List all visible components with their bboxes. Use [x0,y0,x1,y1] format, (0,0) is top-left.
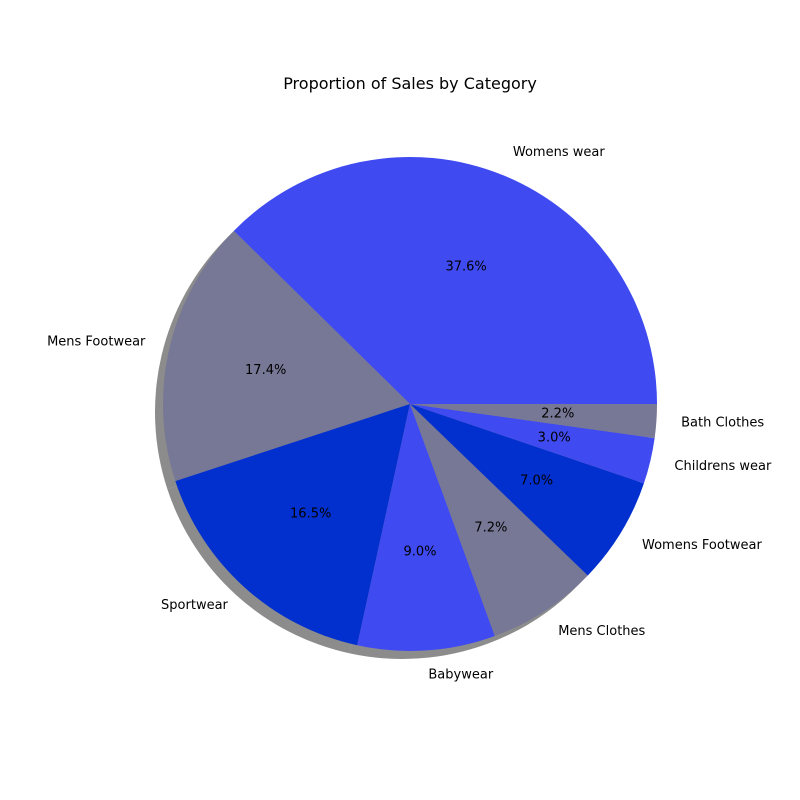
pie-percent-label-mens-footwear: 17.4% [245,363,286,378]
pie-category-label-bath-clothes: Bath Clothes [681,415,764,430]
pie-percent-label-womens-footwear: 7.0% [520,474,553,489]
pie-category-label-babywear: Babywear [428,668,493,683]
pie-category-label-childrens-wear: Childrens wear [674,459,772,474]
pie-slice-babywear [357,404,495,651]
pie-slice-mens-footwear [162,230,410,482]
pie-slice-womens-wear [233,156,657,404]
pie-percent-label-babywear: 9.0% [403,544,436,559]
pie-percent-label-mens-clothes: 7.2% [474,521,507,536]
pie-percent-label-bath-clothes: 2.2% [541,407,574,422]
pie-percent-label-sportwear: 16.5% [290,507,331,522]
pie-category-label-mens-clothes: Mens Clothes [558,624,645,639]
pie-label-layer: 37.6% Womens wear 17.4% Mens Footwear 16.5% S… [47,145,772,683]
pie-category-label-womens-footwear: Womens Footwear [642,538,762,553]
pie-slice-mens-clothes [410,404,588,636]
pie-category-label-mens-footwear: Mens Footwear [47,335,146,350]
pie-slice-layer [162,156,657,651]
pie-slice-womens-footwear [410,404,644,576]
pie-category-label-womens-wear: Womens wear [513,145,605,160]
pie-percent-label-childrens-wear: 3.0% [538,431,571,446]
pie-category-label-sportwear: Sportwear [161,598,228,613]
pie-percent-label-womens-wear: 37.6% [445,259,486,274]
pie-slice-bath-clothes [410,404,657,439]
pie-slice-sportwear [175,404,410,646]
chart-title: Proportion of Sales by Category [283,74,537,93]
pie-slice-childrens-wear [410,404,655,484]
